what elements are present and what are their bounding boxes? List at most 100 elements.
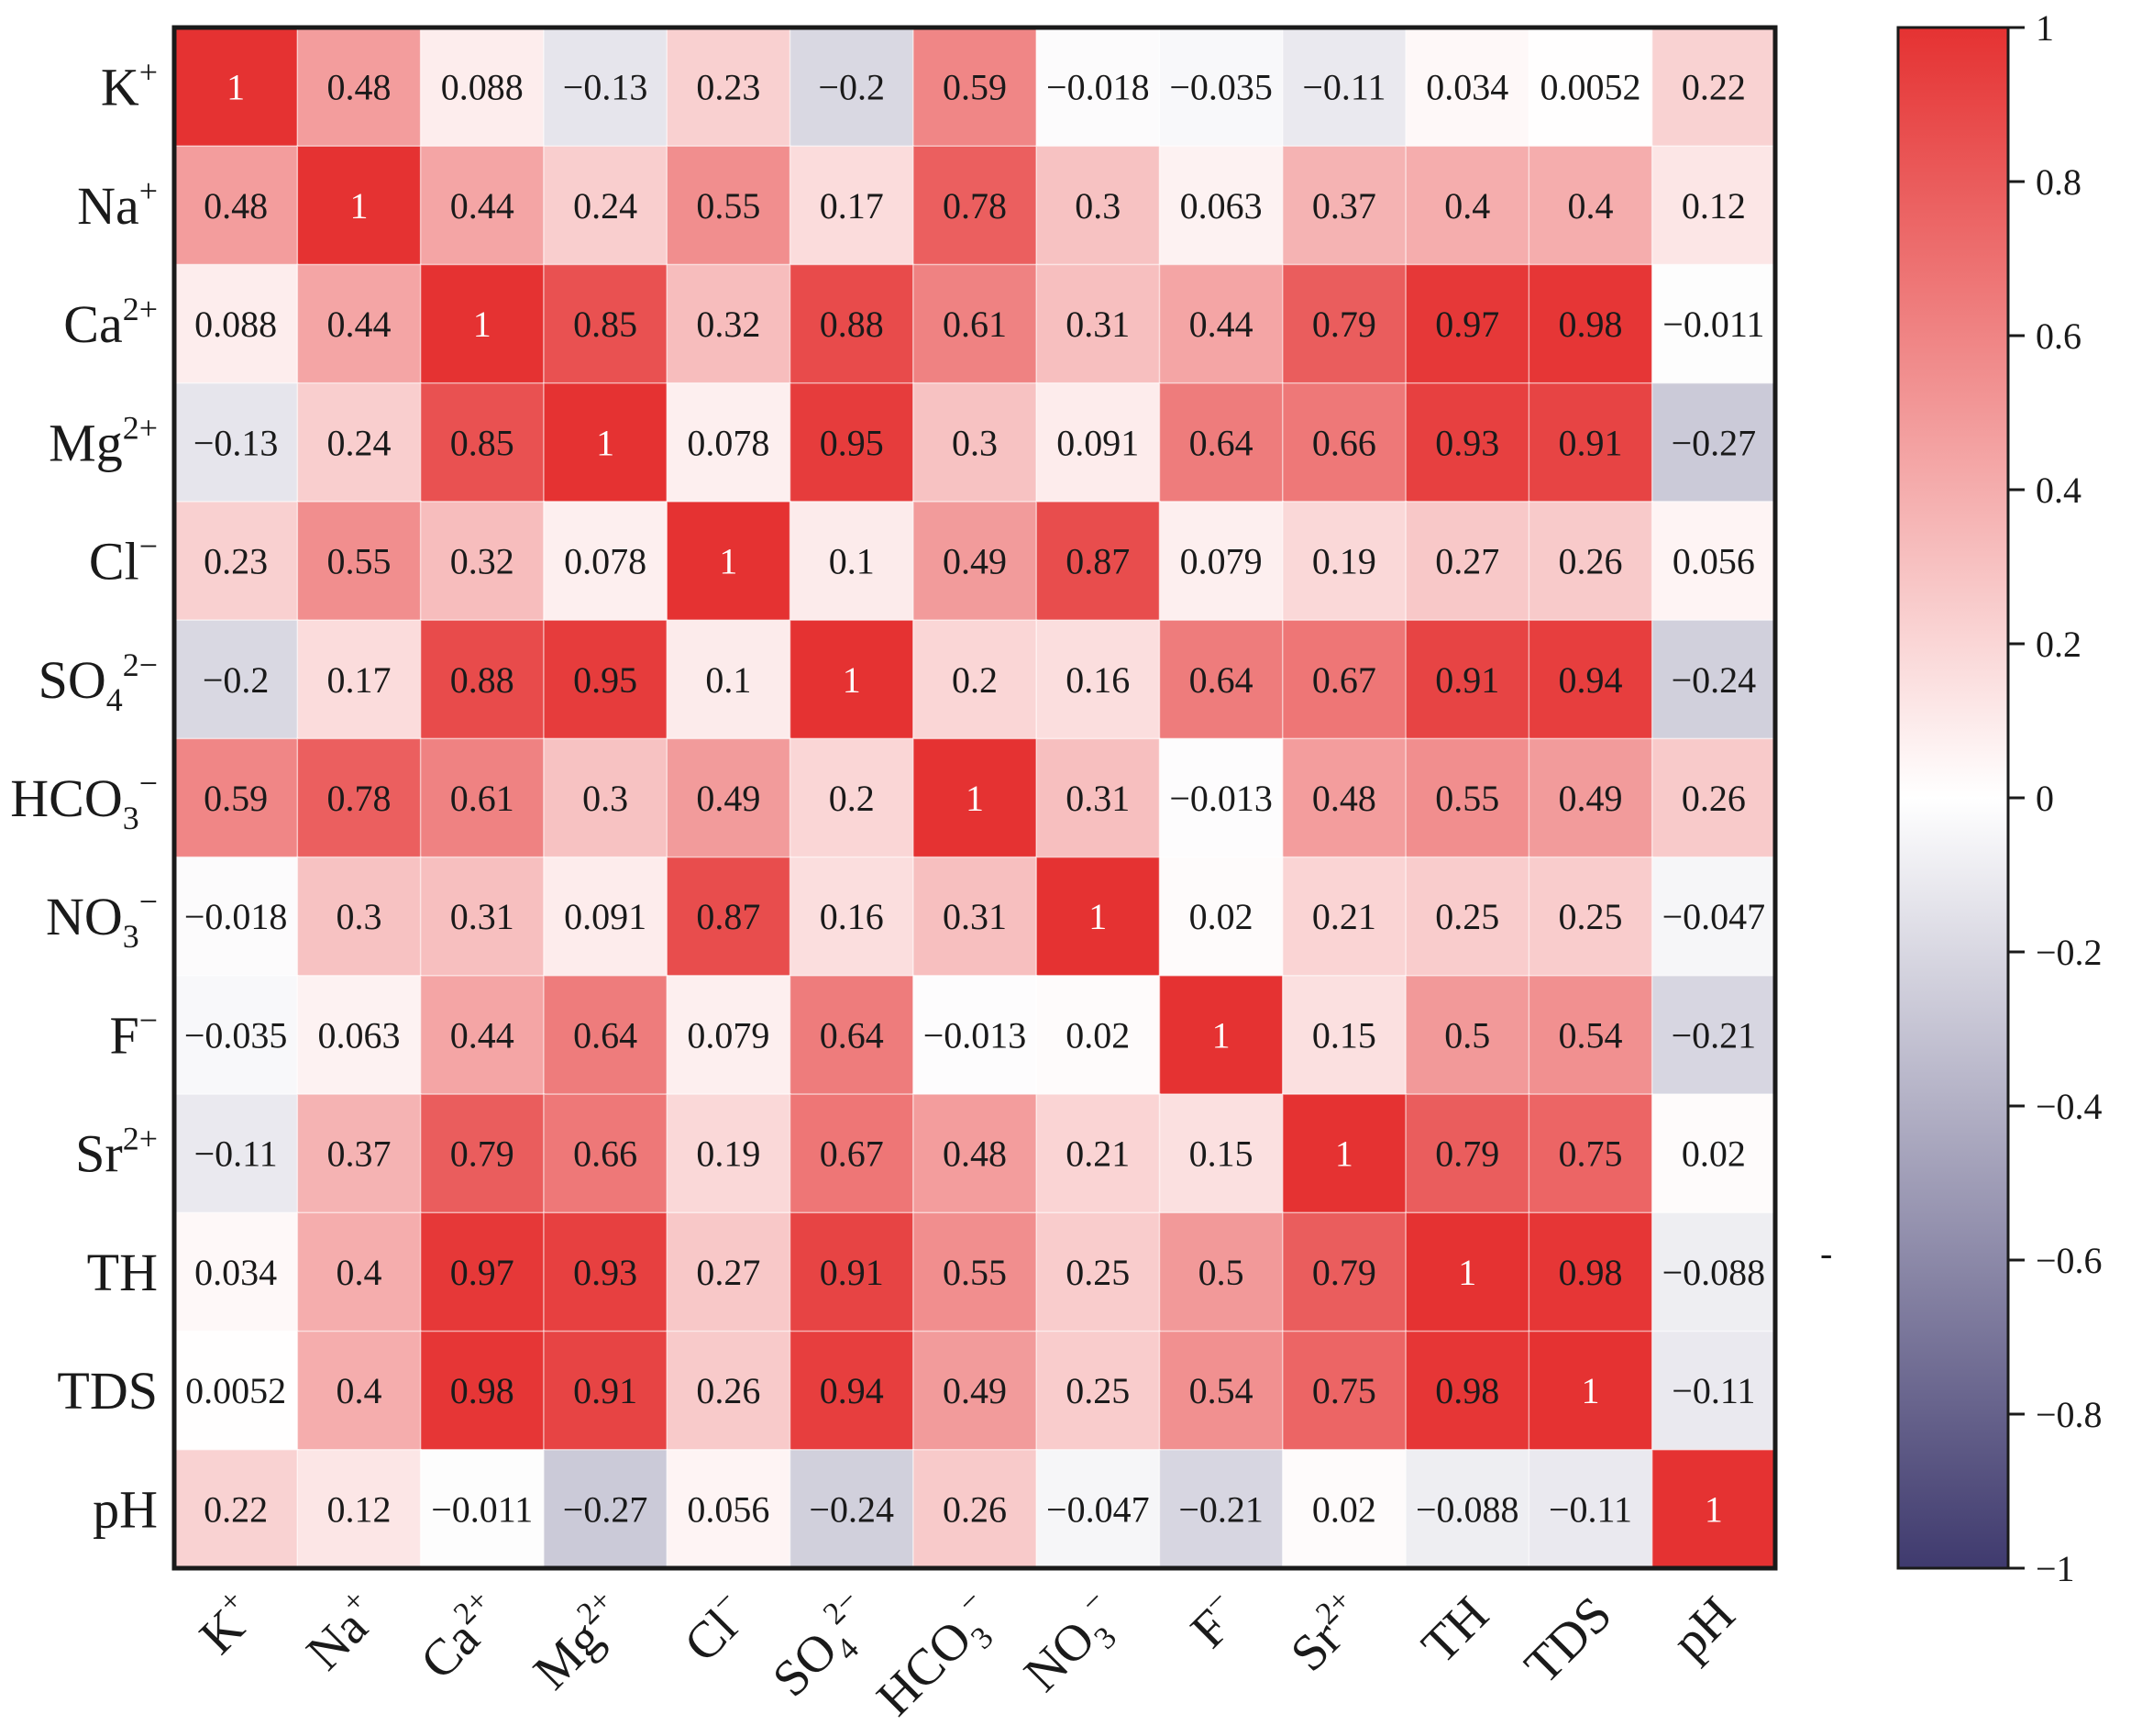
row-label: pH (93, 1479, 158, 1539)
cell-value: −0.11 (194, 1133, 278, 1175)
cell-5-9 (1282, 619, 1408, 740)
cell-value: 0.26 (943, 1488, 1007, 1530)
cell-8-5 (789, 975, 915, 1096)
cell-value: −0.11 (1549, 1488, 1632, 1530)
cell-9-5 (789, 1093, 915, 1214)
cell-2-12 (1651, 263, 1777, 385)
cell-value: 0.44 (1189, 304, 1253, 345)
cell-value: 0.063 (317, 1014, 400, 1056)
cell-4-4 (666, 501, 791, 622)
cell-value: 0.078 (687, 422, 769, 463)
cell-value: 0.37 (326, 1133, 391, 1175)
cell-10-11 (1528, 1211, 1654, 1332)
cell-value: 1 (1088, 896, 1107, 937)
cell-value: 0.056 (1673, 541, 1755, 582)
column-label: TH (1411, 1586, 1500, 1675)
label-base: Na (77, 176, 139, 236)
cell-value: 0.87 (1066, 541, 1130, 582)
cell-value: 0.31 (943, 896, 1007, 937)
label-superscript: 2+ (123, 1121, 158, 1157)
cell-1-11 (1528, 145, 1654, 266)
cell-value: 0.88 (450, 659, 514, 701)
cell-value: 0.64 (573, 1014, 637, 1056)
cell-value: 0.59 (204, 778, 268, 819)
heatmap-cells (173, 27, 1777, 1570)
column-labels: K+ Na+Ca2+Mg2+ Cl−SO42−HCO3−NO3− F− Sr2+ TH TD… (189, 1582, 1746, 1732)
cell-value: 0.44 (450, 1014, 514, 1056)
cell-value: 0.0052 (1540, 67, 1641, 108)
cell-7-8 (1158, 856, 1285, 978)
cell-3-2 (419, 381, 546, 503)
cell-5-6 (912, 619, 1038, 740)
cell-value: 0.4 (336, 1370, 381, 1411)
cell-7-3 (543, 856, 668, 978)
cell-value: −0.013 (923, 1014, 1027, 1056)
cell-value: −0.088 (1662, 1252, 1766, 1293)
cell-1-7 (1035, 145, 1161, 266)
cell-value: 0.87 (696, 896, 760, 937)
cell-value: 0.54 (1559, 1014, 1623, 1056)
cell-8-6 (912, 975, 1038, 1096)
cell-value: −0.088 (1416, 1488, 1519, 1530)
cell-10-0 (173, 1211, 299, 1332)
cell-10-12 (1651, 1211, 1777, 1332)
cell-9-12 (1651, 1093, 1777, 1214)
cell-value: 0.063 (1180, 185, 1263, 227)
label-superscript: − (139, 765, 158, 802)
row-label: TDS (57, 1361, 158, 1421)
cell-value: 0.49 (943, 541, 1007, 582)
cell-2-2 (419, 263, 546, 385)
cell-6-4 (666, 737, 791, 858)
cell-value: 0.49 (1559, 778, 1623, 819)
cell-value: 0.55 (943, 1252, 1007, 1293)
cell-value: 0.3 (1075, 185, 1121, 227)
row-label: K+ (101, 54, 158, 117)
cell-value: 0.088 (441, 67, 524, 108)
cell-value: 0.49 (696, 778, 760, 819)
label-base: Mg (49, 413, 123, 472)
cell-value: 0.64 (1189, 422, 1253, 463)
cell-value: 0.5 (1198, 1252, 1244, 1293)
cell-value: −0.11 (1302, 67, 1386, 108)
cell-value: 0.75 (1559, 1133, 1623, 1175)
row-labels: K+Na+Ca2+Mg2+Cl−SO42−HCO3−NO3−F−Sr2+THTD… (10, 54, 158, 1540)
cell-value: 0.64 (1189, 659, 1253, 701)
cell-value: 0.079 (687, 1014, 769, 1056)
cell-5-7 (1035, 619, 1161, 740)
cell-value: −0.21 (1178, 1488, 1264, 1530)
row-label: Ca2+ (63, 291, 158, 354)
cell-value: 0.26 (696, 1370, 760, 1411)
cell-9-1 (296, 1093, 422, 1214)
cell-6-7 (1035, 737, 1161, 858)
cell-5-3 (543, 619, 668, 740)
cell-value: 0.48 (326, 67, 391, 108)
cell-value: 0.61 (450, 778, 514, 819)
cell-value: −0.013 (1169, 778, 1273, 819)
cell-12-5 (789, 1449, 915, 1570)
cell-value: 0.21 (1066, 1133, 1130, 1175)
cell-value: 0.98 (450, 1370, 514, 1411)
cell-value: 0.97 (1435, 304, 1499, 345)
cell-6-9 (1282, 737, 1408, 858)
cell-0-4 (666, 27, 791, 148)
cell-value: 0.02 (1312, 1488, 1376, 1530)
cell-value: 0.02 (1682, 1133, 1746, 1175)
label-subscript: 3 (123, 918, 139, 955)
cell-value: 1 (966, 778, 984, 819)
cell-value: −0.035 (1169, 67, 1273, 108)
cell-value: 0.088 (194, 304, 277, 345)
cell-4-6 (912, 501, 1038, 622)
cell-value: 0.4 (1568, 185, 1614, 227)
cell-value: 0.21 (1312, 896, 1376, 937)
label-superscript: 2− (816, 1582, 866, 1631)
cell-value: 1 (226, 67, 245, 108)
label-superscript: + (139, 54, 158, 91)
label-base: F (109, 1005, 138, 1065)
cell-7-5 (789, 856, 915, 978)
cell-value: 0.95 (573, 659, 637, 701)
cell-7-4 (666, 856, 791, 978)
column-label: HCO3− (862, 1582, 1012, 1732)
cell-2-10 (1405, 263, 1530, 385)
cell-value: 0.27 (696, 1252, 760, 1293)
colorbar-tick-label: 0.8 (2036, 161, 2081, 203)
